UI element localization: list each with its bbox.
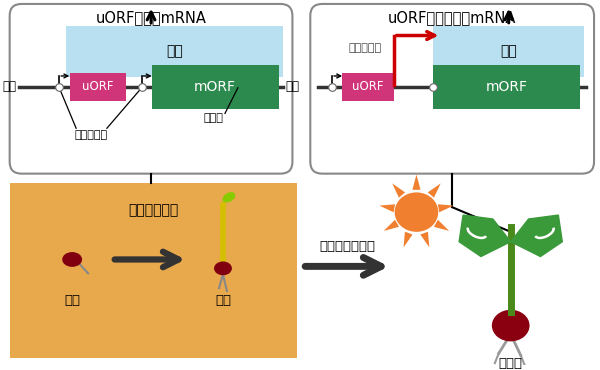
Bar [70,73,126,101]
Polygon shape [392,184,405,198]
Text: 転写首始点: 転写首始点 [74,130,107,140]
Text: uORF: uORF [352,80,383,93]
Text: 転写: 転写 [500,44,517,58]
FancyBboxPatch shape [10,4,292,174]
Text: 黄化: 黄化 [215,295,231,307]
Polygon shape [459,215,511,256]
Text: 遣伝子: 遣伝子 [203,114,223,124]
Polygon shape [511,215,562,256]
Text: 土中（暗所）: 土中（暗所） [128,203,179,217]
Bar [10,182,298,358]
Polygon shape [434,220,449,231]
Ellipse shape [223,192,235,202]
Text: 脱黄化: 脱黄化 [499,357,523,370]
Polygon shape [379,204,395,212]
Text: 読み飛ばし: 読み飛ばし [348,43,382,53]
Text: uORFを含まないmRNA: uORFを含まないmRNA [388,10,517,25]
Text: mORF: mORF [486,80,528,94]
Polygon shape [428,184,440,198]
FancyBboxPatch shape [310,4,594,174]
Polygon shape [404,232,413,248]
Polygon shape [420,232,430,248]
Text: 上流: 上流 [2,80,17,93]
Polygon shape [384,220,399,231]
Ellipse shape [62,252,82,267]
Bar [342,73,394,101]
Bar [152,65,278,108]
Text: 発芽: 発芽 [64,295,80,307]
Text: 青色光下へ露光: 青色光下へ露光 [319,240,375,253]
Bar [66,26,283,77]
Text: 下流: 下流 [286,80,299,93]
Bar [433,65,580,108]
Bar [433,26,584,77]
Ellipse shape [492,310,530,342]
Polygon shape [438,204,454,212]
Text: uORF: uORF [82,80,114,93]
Polygon shape [412,175,421,190]
Text: mORF: mORF [194,80,236,94]
Ellipse shape [214,262,232,275]
Text: 転写: 転写 [166,44,183,58]
Text: uORFを含むmRNA: uORFを含むmRNA [95,10,206,25]
Ellipse shape [395,192,438,232]
